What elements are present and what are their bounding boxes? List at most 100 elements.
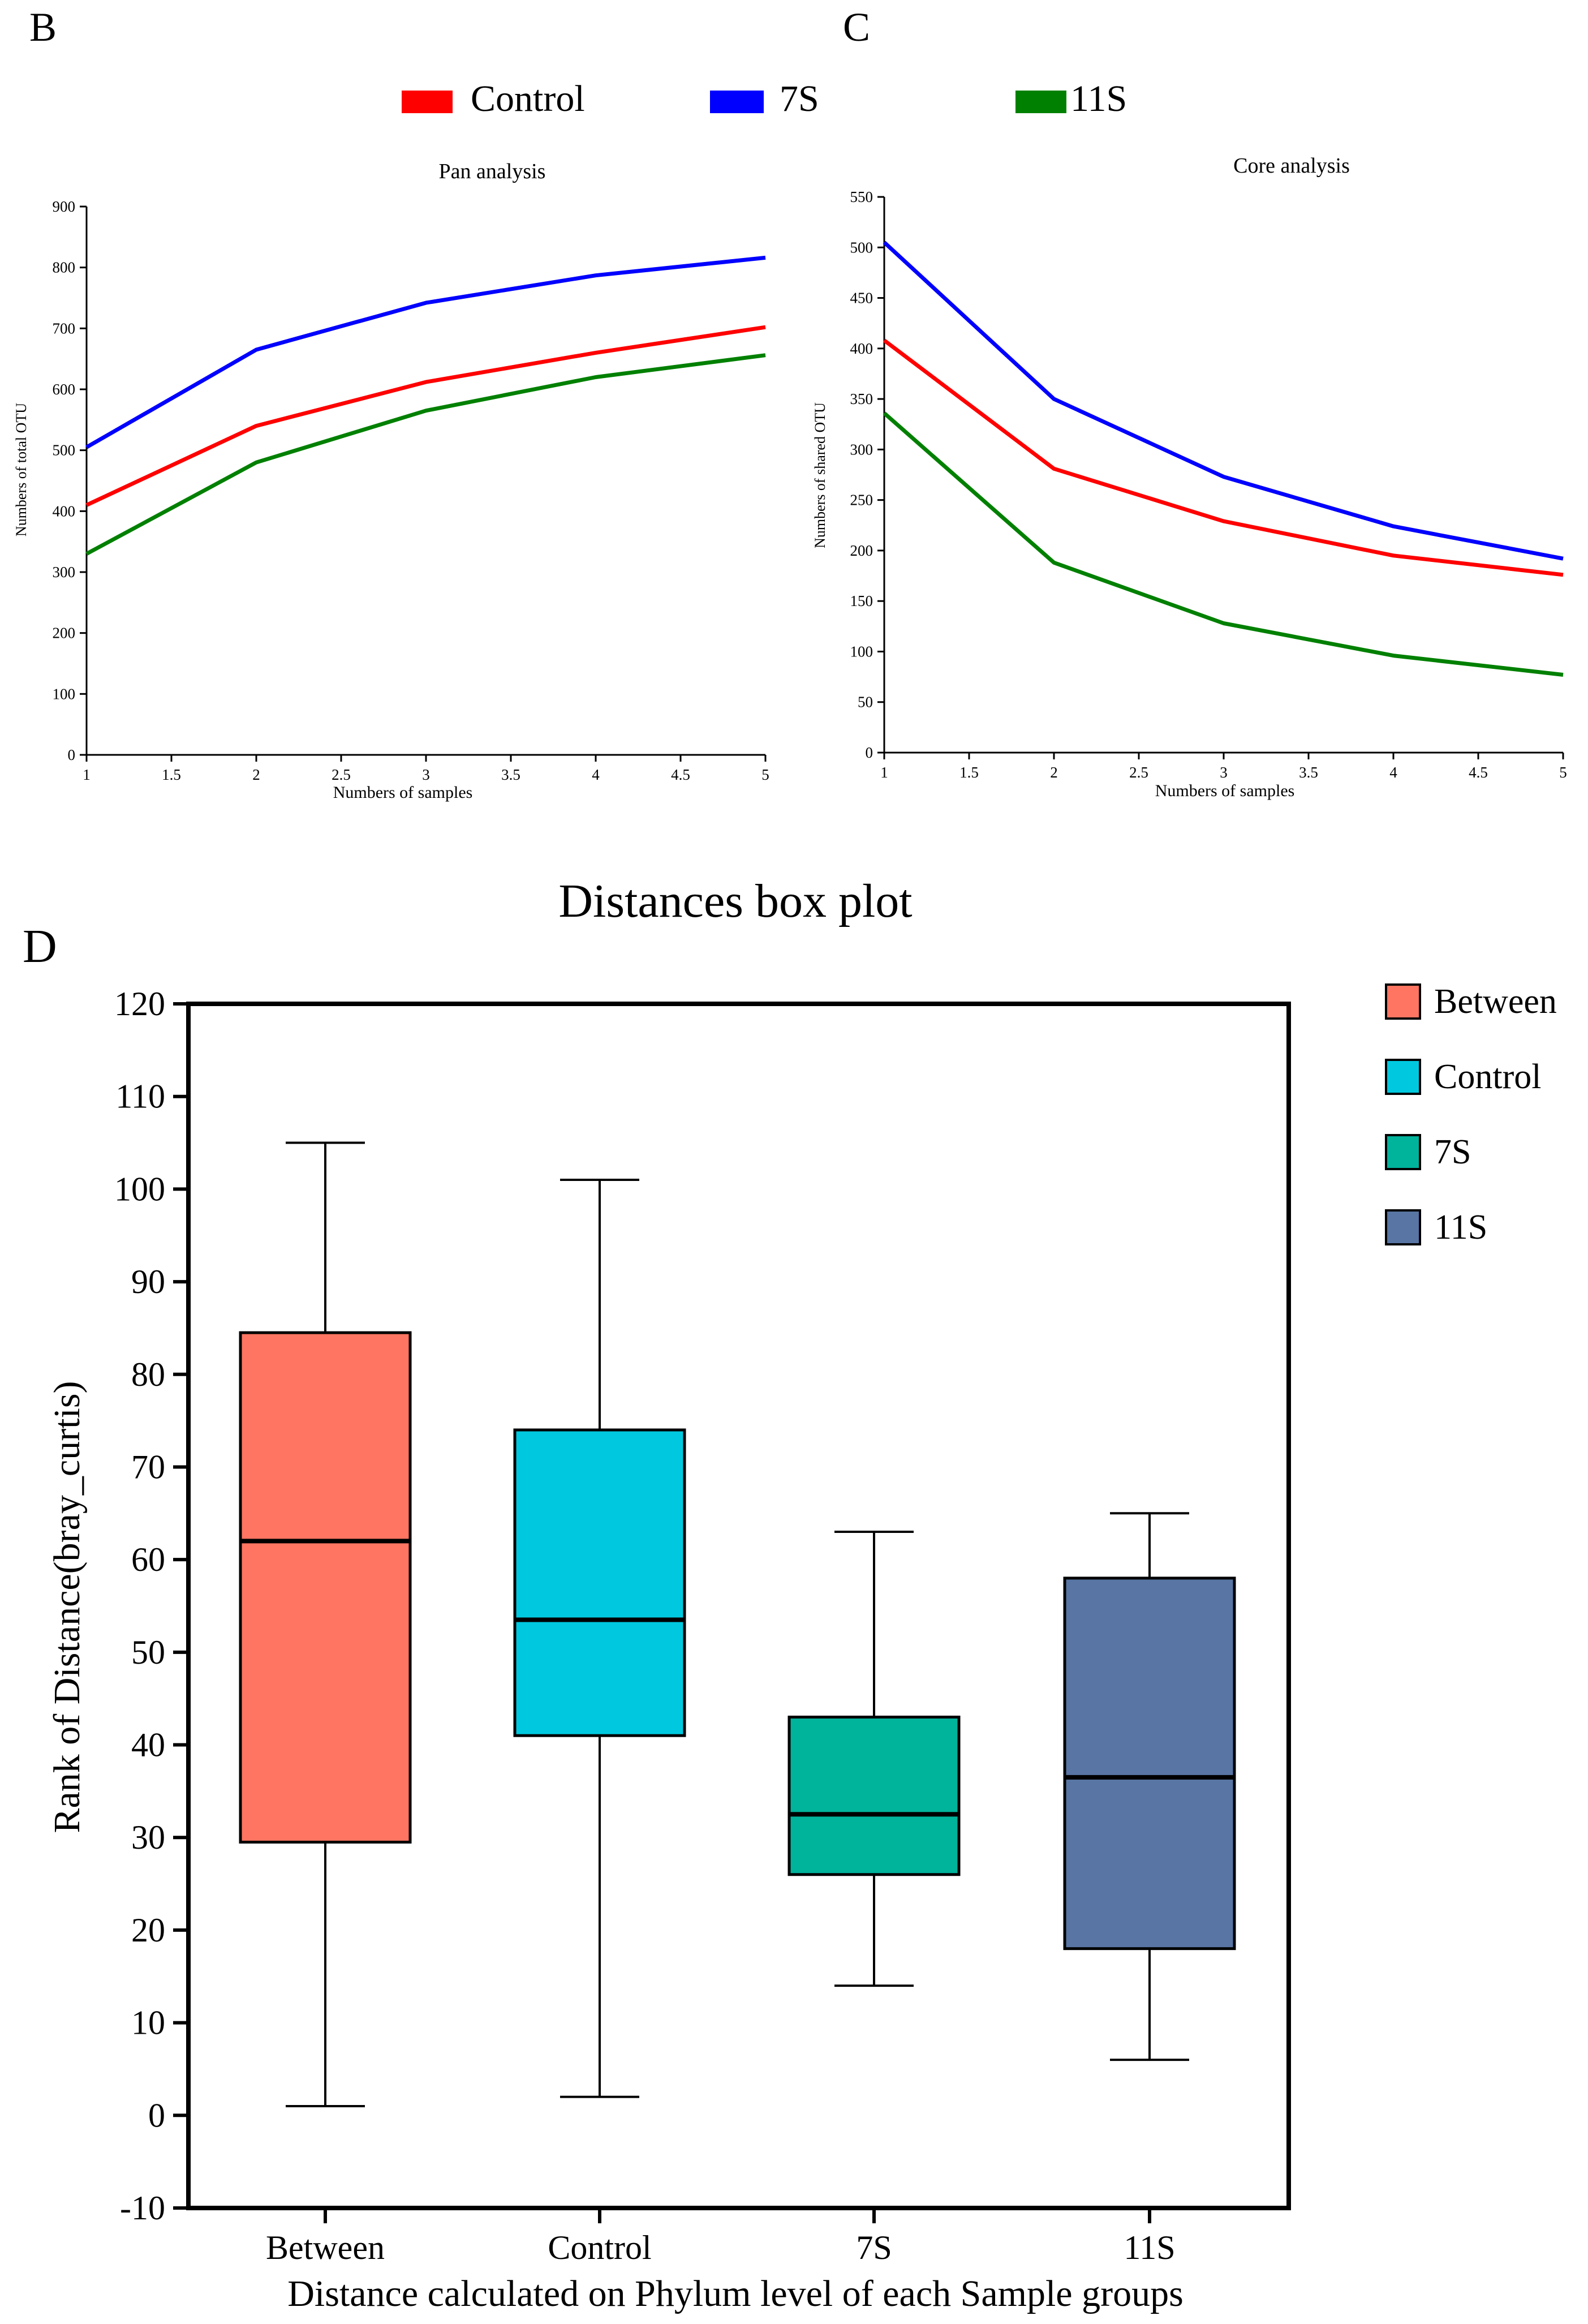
legend-label-7s: 7S: [780, 78, 819, 119]
box-11s: [1063, 1512, 1236, 2061]
series-line-7s: [883, 240, 1564, 561]
box-7s: [787, 1531, 961, 1987]
y-tick-label: 120: [114, 985, 165, 1023]
interquartile-box: [239, 1331, 412, 1844]
x-tick-label: 4: [592, 766, 600, 783]
legend-swatch-between: [1385, 983, 1421, 1020]
y-tick-label: 50: [858, 694, 873, 711]
y-axis-label: Rank of Distance(bray_curtis): [46, 1381, 88, 1833]
series-lines: [85, 255, 766, 556]
chart-title: Pan analysis: [439, 160, 546, 183]
y-tick-label: 900: [53, 198, 76, 215]
x-tick-label: 1.5: [959, 764, 979, 781]
interquartile-box: [1063, 1576, 1236, 1951]
y-tick-label: 300: [53, 564, 76, 581]
x-tick-label: 2.5: [1129, 764, 1148, 781]
y-tick-label: 110: [115, 1078, 165, 1115]
x-tick-label: 5: [1559, 764, 1567, 781]
y-tick-label: 100: [850, 643, 873, 660]
x-tick-label: 11S: [1124, 2229, 1175, 2266]
x-tick-label: 2.5: [332, 766, 351, 783]
x-tick-label: 3: [1220, 764, 1228, 781]
series-line-11s: [85, 353, 766, 556]
x-tick-label: 1: [83, 766, 91, 783]
x-axis-label: Numbers of samples: [1155, 781, 1295, 800]
x-tick-label: 1: [880, 764, 888, 781]
interquartile-box: [513, 1428, 686, 1737]
legend-label-control: Control: [1434, 1058, 1541, 1096]
chart-title: Core analysis: [1233, 154, 1350, 178]
x-tick-label: 5: [761, 766, 769, 783]
chart-title: Distances box plot: [558, 875, 912, 927]
y-tick-label: 400: [53, 502, 76, 519]
series-line-control: [85, 325, 766, 507]
y-tick-label: 400: [850, 340, 873, 357]
legend-swatch-11s: [1385, 1209, 1421, 1245]
y-tick-label: 250: [850, 492, 873, 509]
y-tick-label: 600: [53, 381, 76, 398]
y-tick-label: 90: [131, 1263, 165, 1300]
y-tick-label: 100: [114, 1170, 165, 1208]
legend-swatch-control: [402, 91, 453, 113]
legend-swatch-7s: [710, 91, 764, 113]
y-tick-label: 200: [850, 542, 873, 559]
y-tick-label: 500: [53, 442, 76, 459]
x-tick-label: 1.5: [162, 766, 181, 783]
x-tick-label: Between: [266, 2229, 385, 2266]
chart-core-analysis: Core analysis 05010015020025030035040045…: [812, 154, 1567, 800]
panel-label-b: B: [29, 5, 57, 50]
series-line-7s: [85, 255, 766, 449]
y-tick-label: 80: [131, 1356, 165, 1393]
legend-label-7s: 7S: [1434, 1133, 1471, 1171]
legend-swatch-7s: [1385, 1134, 1421, 1170]
y-tick-label: 700: [53, 320, 76, 337]
panel-label-c: C: [843, 5, 870, 50]
y-tick-label: 40: [131, 1726, 165, 1764]
y-tick-label: 150: [850, 592, 873, 609]
y-tick-label: 100: [53, 685, 76, 702]
x-tick-label: 2: [1050, 764, 1058, 781]
y-tick-label: 0: [148, 2097, 165, 2134]
y-tick-label: 10: [131, 2004, 165, 2042]
axes: -10 0 10 20 30 40 50 60 70 80 90 100 110 120 Between Co…: [114, 985, 1176, 2266]
y-tick-label: 200: [53, 625, 76, 642]
x-tick-label: 3.5: [501, 766, 520, 783]
boxes: [239, 1141, 1236, 2107]
x-axis-label: Numbers of samples: [333, 783, 473, 802]
x-axis-label: Distance calculated on Phylum level of e…: [287, 2273, 1184, 2314]
y-tick-label: 500: [850, 239, 873, 256]
legend-label-11s: 11S: [1070, 78, 1127, 119]
y-tick-label: 450: [850, 290, 873, 307]
y-tick-label: 800: [53, 259, 76, 276]
x-tick-label: 4.5: [671, 766, 690, 783]
y-axis-label: Numbers of shared OTU: [812, 402, 828, 548]
interquartile-box: [787, 1715, 961, 1876]
axes: 0 100 200 300 400 500 600 700 800 900 1 1.5 2 2.5 3 3.5…: [53, 198, 769, 783]
box-between: [239, 1141, 412, 2107]
y-tick-label: 550: [850, 188, 873, 205]
y-tick-label: 60: [131, 1541, 165, 1578]
legend-label-between: Between: [1434, 982, 1557, 1021]
x-tick-label: 4: [1389, 764, 1397, 781]
legend-swatch-control: [1385, 1059, 1421, 1095]
y-tick-label: 300: [850, 441, 873, 458]
series-line-11s: [883, 411, 1564, 677]
y-tick-label: 0: [68, 746, 76, 763]
y-tick-label: -10: [120, 2189, 165, 2227]
x-tick-label: 4.5: [1469, 764, 1488, 781]
x-tick-label: 2: [252, 766, 260, 783]
y-tick-label: 70: [131, 1448, 165, 1485]
y-tick-label: 30: [131, 1819, 165, 1856]
top-legend: Control 7S 11S: [402, 78, 1127, 119]
y-tick-label: 350: [850, 390, 873, 407]
series-lines: [883, 240, 1564, 677]
x-tick-label: Control: [548, 2229, 651, 2266]
legend-label-control: Control: [471, 78, 585, 119]
x-tick-label: 3: [422, 766, 430, 783]
box-control: [513, 1179, 686, 2098]
plot-frame: [186, 1002, 1291, 2210]
chart-pan-analysis: Pan analysis 0 100 200 300 400 500 600 700 800 90…: [13, 160, 769, 802]
legend-label-11s: 11S: [1434, 1208, 1487, 1247]
series-line-control: [883, 338, 1564, 577]
